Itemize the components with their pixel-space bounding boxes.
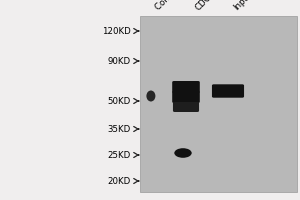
Text: 120KD: 120KD [102, 26, 130, 36]
Text: 25KD: 25KD [107, 150, 130, 160]
Text: 50KD: 50KD [107, 97, 130, 106]
FancyBboxPatch shape [172, 81, 200, 93]
FancyBboxPatch shape [173, 102, 199, 112]
Ellipse shape [146, 90, 155, 102]
Text: 35KD: 35KD [107, 124, 130, 134]
FancyBboxPatch shape [212, 84, 244, 98]
Text: Control IgG: Control IgG [154, 0, 195, 12]
Text: Input: Input [232, 0, 254, 12]
FancyBboxPatch shape [172, 91, 200, 103]
Text: 90KD: 90KD [107, 56, 130, 66]
Ellipse shape [174, 148, 192, 158]
FancyBboxPatch shape [140, 16, 297, 192]
Text: CDC25C: CDC25C [193, 0, 225, 12]
Text: 20KD: 20KD [107, 176, 130, 186]
